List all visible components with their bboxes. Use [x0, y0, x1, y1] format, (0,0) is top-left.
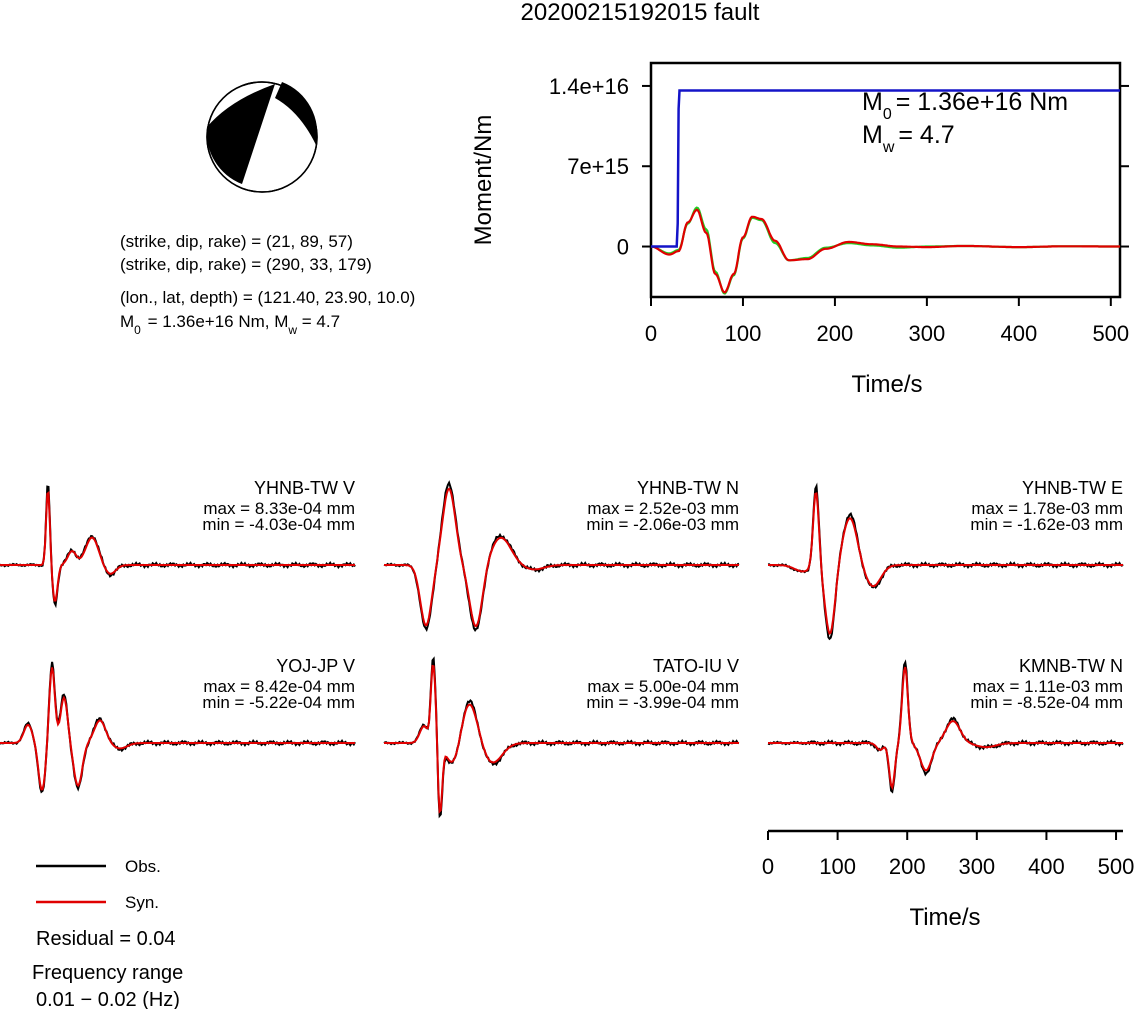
magnitude-m0: 1.36e+16 Nm: [162, 312, 265, 331]
moment-plot-frame: [649, 61, 1122, 299]
moment-xtick-label: 300: [909, 321, 946, 346]
magnitude-mw: = 4.7: [297, 312, 340, 331]
synthetic-trace: [384, 664, 739, 814]
synthetic-trace: [0, 667, 355, 791]
moment-function-line: [651, 89, 1120, 248]
legend: Obs. Syn.: [36, 857, 161, 912]
waveform-xlabel: Time/s: [909, 904, 980, 931]
frequency-range-value: 0.01 − 0.02 (Hz): [36, 989, 180, 1009]
synthetic-trace: [768, 666, 1123, 791]
station-min: min = -4.03e-04 mm: [202, 515, 355, 534]
synthetic-trace: [384, 487, 739, 628]
magnitude-line: M0 = 1.36e+16 Nm, Mw = 4.7: [120, 312, 340, 337]
station-label: YHNB-TW N: [637, 478, 739, 498]
beachball-border: [206, 81, 318, 193]
moment-rate-synthetic-line: [650, 208, 1120, 294]
station-min: min = -5.22e-04 mm: [202, 693, 355, 712]
station-label: YOJ-JP V: [276, 656, 355, 676]
moment-xlabel: Time/s: [851, 371, 922, 398]
station-max: max = 1.78e-03 mm: [971, 499, 1123, 518]
station-label: YHNB-TW V: [254, 478, 355, 498]
station-label: TATO-IU V: [653, 656, 739, 676]
moment-ylabel: Moment/Nm: [470, 115, 497, 246]
waveform-xtick-label: 0: [762, 854, 774, 879]
waveform-xtick-label: 500: [1098, 854, 1135, 879]
synthetic-trace: [768, 492, 1123, 635]
waveform-xtick-label: 400: [1028, 854, 1065, 879]
moment-ytick-label: 1.4e+16: [549, 74, 629, 99]
station-label: KMNB-TW N: [1019, 656, 1123, 676]
station-min: min = -1.62e-03 mm: [970, 515, 1123, 534]
waveform-xtick-label: 200: [889, 854, 926, 879]
mechanism-line-2: (strike, dip, rake) = (290, 33, 179): [120, 255, 372, 274]
station-label: YHNB-TW E: [1022, 478, 1123, 498]
moment-mw-annotation: Mw = 4.7: [862, 121, 955, 156]
beachball-compression-left: [206, 84, 275, 184]
moment-chart: Moment/Nm Time/s M0 = 1.36e+16 Nm Mw = 4.7…: [470, 61, 1129, 398]
frequency-range-title: Frequency range: [32, 962, 183, 984]
waveform-time-axis: 0 100 200 300 400 500: [762, 829, 1135, 879]
station-min: min = -8.52e-04 mm: [970, 693, 1123, 712]
moment-rate-observed-line: [650, 206, 1120, 295]
beachball-compression-right: [275, 82, 318, 145]
moment-xtick-label: 500: [1092, 321, 1129, 346]
legend-obs-label: Obs.: [125, 857, 161, 876]
station-min: min = -3.99e-04 mm: [586, 693, 739, 712]
waveform-xtick-label: 100: [819, 854, 856, 879]
moment-ytick-label: 7e+15: [567, 154, 629, 179]
station-max: max = 8.33e-04 mm: [203, 499, 355, 518]
station-max: max = 5.00e-04 mm: [587, 677, 739, 696]
moment-xtick-label: 400: [1000, 321, 1037, 346]
station-max: max = 8.42e-04 mm: [203, 677, 355, 696]
station-min: min = -2.06e-03 mm: [586, 515, 739, 534]
moment-ytick-label: 0: [617, 235, 629, 260]
station-max: max = 2.52e-03 mm: [587, 499, 739, 518]
moment-xtick-label: 200: [817, 321, 854, 346]
focal-mechanism-beachball: [206, 81, 318, 193]
mechanism-line-1: (strike, dip, rake) = (21, 89, 57): [120, 232, 353, 251]
residual-text: Residual = 0.04: [36, 928, 176, 950]
synthetic-trace: [0, 490, 355, 602]
station-max: max = 1.11e-03 mm: [973, 677, 1123, 696]
moment-xtick-label: 100: [725, 321, 762, 346]
figure-title: 20200215192015 fault: [521, 0, 760, 26]
legend-syn-label: Syn.: [125, 893, 159, 912]
waveform-xtick-label: 300: [958, 854, 995, 879]
moment-m0-annotation: M0 = 1.36e+16 Nm: [862, 88, 1068, 123]
location-line: (lon., lat, depth) = (121.40, 23.90, 10.…: [120, 288, 415, 307]
moment-xtick-label: 0: [645, 321, 657, 346]
